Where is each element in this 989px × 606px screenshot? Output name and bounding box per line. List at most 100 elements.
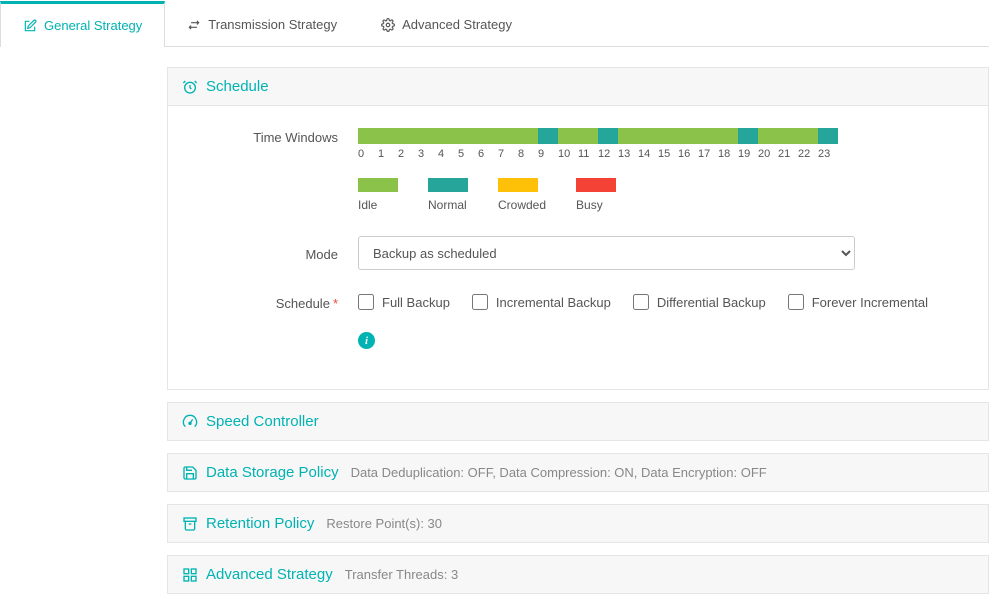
legend-swatch (576, 178, 616, 192)
time-segment[interactable] (718, 128, 738, 144)
time-segment[interactable] (358, 128, 378, 144)
tabs: General Strategy Transmission Strategy A… (0, 0, 989, 47)
info-icon[interactable]: i (358, 332, 375, 349)
time-segment[interactable] (778, 128, 798, 144)
hour-label: 23 (818, 148, 838, 160)
time-segment[interactable] (598, 128, 618, 144)
time-segment[interactable] (558, 128, 578, 144)
backup-type-checkbox[interactable] (788, 294, 804, 310)
hour-label: 4 (438, 148, 458, 160)
time-windows-bar[interactable] (358, 128, 838, 144)
time-segment[interactable] (438, 128, 458, 144)
time-segment[interactable] (578, 128, 598, 144)
hour-label: 16 (678, 148, 698, 160)
legend-swatch (428, 178, 468, 192)
time-segment[interactable] (658, 128, 678, 144)
panel-title: Speed Controller (206, 413, 319, 430)
hour-label: 13 (618, 148, 638, 160)
backup-type-checks: Full Backup Incremental Backup Differentia… (358, 294, 958, 349)
legend-item: Busy (576, 178, 616, 212)
clock-icon (182, 79, 198, 95)
tab-transmission-strategy[interactable]: Transmission Strategy (165, 0, 359, 46)
speed-controller-header[interactable]: Speed Controller (168, 403, 988, 440)
time-segment[interactable] (518, 128, 538, 144)
time-segment[interactable] (678, 128, 698, 144)
time-segment[interactable] (538, 128, 558, 144)
time-segment[interactable] (378, 128, 398, 144)
legend-item: Normal (428, 178, 468, 212)
transfer-icon (187, 18, 201, 32)
tab-advanced-strategy[interactable]: Advanced Strategy (359, 0, 534, 46)
time-segment[interactable] (618, 128, 638, 144)
legend-label: Idle (358, 198, 377, 212)
advanced-strategy-header[interactable]: Advanced Strategy Transfer Threads: 3 (168, 556, 988, 593)
hour-label: 8 (518, 148, 538, 160)
hour-label: 1 (378, 148, 398, 160)
tab-label: Advanced Strategy (402, 17, 512, 32)
panel-title: Advanced Strategy (206, 566, 333, 583)
hour-label: 10 (558, 148, 578, 160)
time-segment[interactable] (498, 128, 518, 144)
backup-type-label: Differential Backup (657, 295, 766, 310)
hour-label: 21 (778, 148, 798, 160)
hour-label: 0 (358, 148, 378, 160)
retention-policy-panel: Retention Policy Restore Point(s): 30 (167, 504, 989, 543)
backup-type-label: Full Backup (382, 295, 450, 310)
grid-icon (182, 567, 198, 583)
time-segment[interactable] (418, 128, 438, 144)
hour-label: 6 (478, 148, 498, 160)
time-segment[interactable] (818, 128, 838, 144)
time-segment[interactable] (638, 128, 658, 144)
edit-icon (23, 19, 37, 33)
tab-general-strategy[interactable]: General Strategy (0, 1, 165, 47)
advanced-strategy-panel: Advanced Strategy Transfer Threads: 3 (167, 555, 989, 594)
schedule-panel-header[interactable]: Schedule (168, 68, 988, 105)
backup-type-checkbox[interactable] (633, 294, 649, 310)
time-segment[interactable] (458, 128, 478, 144)
hour-label: 22 (798, 148, 818, 160)
schedule-label: Schedule* (198, 294, 358, 311)
retention-policy-header[interactable]: Retention Policy Restore Point(s): 30 (168, 505, 988, 542)
legend-swatch (498, 178, 538, 192)
backup-type-option[interactable]: Full Backup (358, 294, 450, 310)
backup-type-checkbox[interactable] (358, 294, 374, 310)
hour-label: 14 (638, 148, 658, 160)
time-segment[interactable] (758, 128, 778, 144)
hour-label: 11 (578, 148, 598, 160)
time-segment[interactable] (698, 128, 718, 144)
speed-controller-panel: Speed Controller (167, 402, 989, 441)
legend-swatch (358, 178, 398, 192)
panel-summary: Data Deduplication: OFF, Data Compressio… (351, 465, 767, 480)
mode-select[interactable]: Backup as scheduled (358, 236, 855, 270)
hour-label: 17 (698, 148, 718, 160)
hour-label: 15 (658, 148, 678, 160)
legend-label: Normal (428, 198, 467, 212)
backup-type-option[interactable]: Forever Incremental (788, 294, 928, 310)
legend-label: Busy (576, 198, 603, 212)
data-storage-policy-header[interactable]: Data Storage Policy Data Deduplication: … (168, 454, 988, 491)
time-segment[interactable] (398, 128, 418, 144)
hour-label: 20 (758, 148, 778, 160)
panel-title: Schedule (206, 78, 269, 95)
hour-label: 5 (458, 148, 478, 160)
mode-label: Mode (198, 245, 358, 262)
legend-item: Idle (358, 178, 398, 212)
backup-type-option[interactable]: Differential Backup (633, 294, 766, 310)
backup-type-label: Forever Incremental (812, 295, 928, 310)
backup-type-option[interactable]: Incremental Backup (472, 294, 611, 310)
hour-label: 18 (718, 148, 738, 160)
schedule-panel: Schedule Time Windows 012345678910111213… (167, 67, 989, 390)
save-icon (182, 465, 198, 481)
hour-label: 9 (538, 148, 558, 160)
time-windows-label: Time Windows (198, 128, 358, 145)
gauge-icon (182, 414, 198, 430)
hour-label: 19 (738, 148, 758, 160)
data-storage-policy-panel: Data Storage Policy Data Deduplication: … (167, 453, 989, 492)
time-segment[interactable] (738, 128, 758, 144)
backup-type-checkbox[interactable] (472, 294, 488, 310)
time-windows-labels: 01234567891011121314151617181920212223 (358, 148, 838, 160)
tab-label: Transmission Strategy (208, 17, 337, 32)
time-segment[interactable] (798, 128, 818, 144)
legend-label: Crowded (498, 198, 546, 212)
time-segment[interactable] (478, 128, 498, 144)
